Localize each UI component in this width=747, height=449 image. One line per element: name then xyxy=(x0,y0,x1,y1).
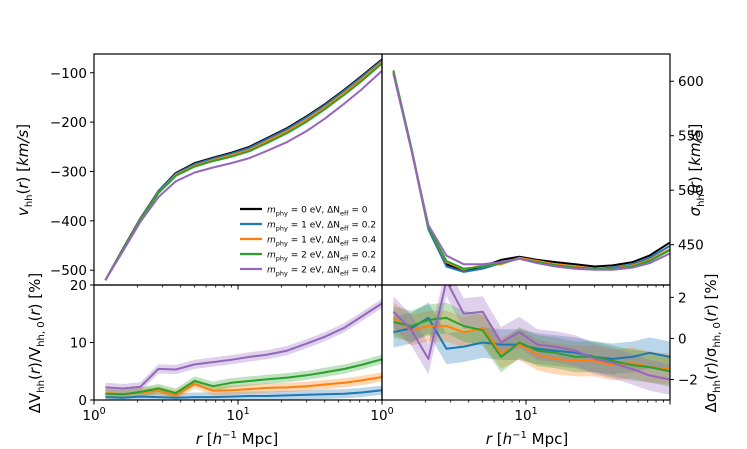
series-line-m-phy-2-ev-n-eff-0-4 xyxy=(104,70,382,281)
band-m-phy-2-ev-n-eff-0-2 xyxy=(105,354,382,399)
y-tick-label: 0 xyxy=(678,331,687,347)
x-tick-label: 100 xyxy=(82,406,105,424)
y-axis-label-dispersion: σhh(r) [km/s] xyxy=(686,124,707,217)
y-tick-label: 450 xyxy=(678,238,704,254)
y-tick-label: 2 xyxy=(678,290,687,306)
legend: mphy = 0 eV, ΔNeff = 0 mphy = 1 eV, ΔNeff… xyxy=(240,206,376,278)
y-tick-label: 600 xyxy=(678,74,704,90)
series-line-m-phy-2-ev-n-eff-0-4 xyxy=(392,285,670,381)
band-m-phy-1-ev-n-eff-0-2 xyxy=(393,302,670,375)
y-tick-label: 10 xyxy=(70,336,87,352)
y-axis-label-velocity: vhh(r) [km/s] xyxy=(14,124,35,216)
panel-bottom-left: 0 10 20 100 101 100 xyxy=(70,278,394,424)
series-line-m-phy-2-ev-n-eff-0-2 xyxy=(105,358,382,396)
x-tick-label: 101 xyxy=(514,406,537,424)
y-tick-label: 20 xyxy=(70,278,87,294)
legend-entry: mphy = 2 eV, ΔNeff = 0.2 xyxy=(267,251,376,263)
y-tick-label: 0 xyxy=(78,393,87,409)
y-axis-label-velocity-ratio: ΔVhh(r)/Vhh, 0(r) [%] xyxy=(26,273,47,413)
y-axis-label-dispersion-ratio: Δσhh(r)/σhh, 0(r) [%] xyxy=(702,274,723,413)
axes-frame xyxy=(381,53,671,286)
y-tick-label: −100 xyxy=(50,66,87,82)
series-line-m-phy-2-ev-n-eff-0-4 xyxy=(105,302,382,390)
legend-entry: mphy = 2 eV, ΔNeff = 0.4 xyxy=(267,266,376,278)
series-line-m-phy-2-ev-n-eff-0-2 xyxy=(392,70,670,270)
series-line-m-phy-2-ev-n-eff-0-2 xyxy=(104,62,382,281)
band-m-phy-1-ev-n-eff-0-2 xyxy=(105,385,382,400)
y-tick-label: 500 xyxy=(678,183,704,199)
series-line-m-phy-1-ev-n-eff-0-4 xyxy=(105,376,382,397)
panel-bottom-right: −2 0 2 101 xyxy=(381,284,698,424)
x-axis-label-left: r [h−1 Mpc] xyxy=(196,430,278,448)
y-tick-label: −400 xyxy=(50,214,87,230)
x-tick-label: 100 xyxy=(370,406,393,424)
y-tick-label: −300 xyxy=(50,164,87,180)
y-tick-label: −200 xyxy=(50,115,87,131)
series-line-m-phy-1-ev-n-eff-0-2 xyxy=(105,389,382,399)
legend-entry: mphy = 1 eV, ΔNeff = 0.4 xyxy=(267,236,376,248)
series-line-m-phy-2-ev-n-eff-0-4 xyxy=(392,73,670,271)
band-m-phy-1-ev-n-eff-0-4 xyxy=(393,302,670,385)
band-m-phy-2-ev-n-eff-0-2 xyxy=(393,302,670,387)
panel-top-right: 450 500 550 600 xyxy=(381,53,704,290)
y-tick-label: −2 xyxy=(678,372,698,388)
x-axis-label-right: r [h−1 Mpc] xyxy=(486,430,568,448)
y-tick-label: −500 xyxy=(50,263,87,279)
y-tick-label: 550 xyxy=(678,129,704,145)
legend-entry: mphy = 1 eV, ΔNeff = 0.2 xyxy=(267,221,376,233)
x-tick-label: 101 xyxy=(226,406,249,424)
legend-entry: mphy = 0 eV, ΔNeff = 0 xyxy=(267,206,368,218)
